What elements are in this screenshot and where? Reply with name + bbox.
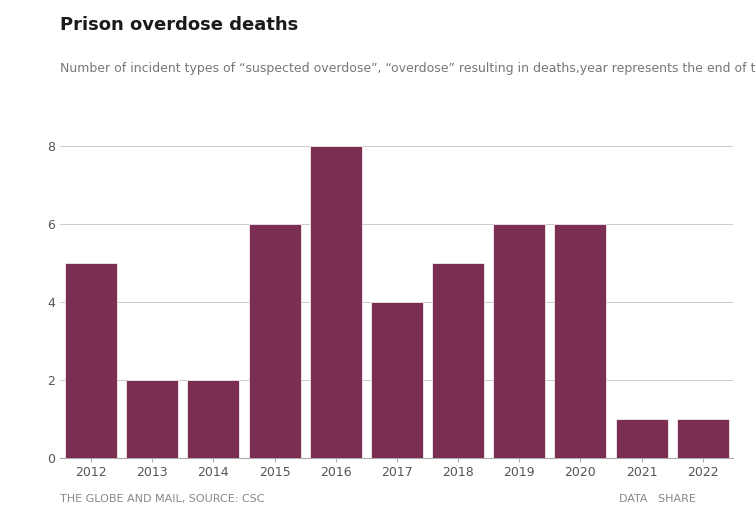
Bar <box>554 224 606 458</box>
Text: THE GLOBE AND MAIL, SOURCE: CSC: THE GLOBE AND MAIL, SOURCE: CSC <box>60 495 265 504</box>
Text: Number of incident types of “suspected overdose”, “overdose” resulting in deaths: Number of incident types of “suspected o… <box>60 62 756 75</box>
Bar <box>677 419 729 458</box>
Bar <box>615 419 668 458</box>
Bar <box>65 263 117 458</box>
Bar <box>493 224 545 458</box>
Bar <box>249 224 301 458</box>
Bar <box>432 263 484 458</box>
Text: Prison overdose deaths: Prison overdose deaths <box>60 16 299 34</box>
Text: DATA   SHARE: DATA SHARE <box>618 495 696 504</box>
Bar <box>371 302 423 458</box>
Bar <box>126 380 178 458</box>
Bar <box>310 146 361 458</box>
Bar <box>187 380 240 458</box>
